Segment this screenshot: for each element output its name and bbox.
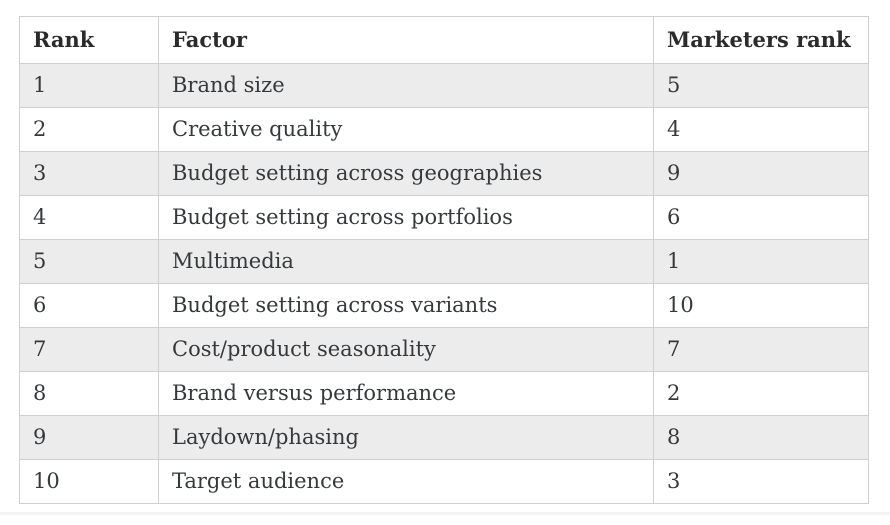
cell-marketers-rank: 6 — [653, 195, 869, 240]
table-header: Rank Factor Marketers rank — [19, 16, 869, 64]
factor-rank-table-container: Rank Factor Marketers rank 1 Brand size 5 2… — [19, 16, 869, 504]
cell-factor: Laydown/phasing — [158, 415, 654, 460]
header-row: Rank Factor Marketers rank — [19, 16, 869, 64]
cell-factor: Target audience — [158, 459, 654, 504]
cell-rank: 9 — [19, 415, 159, 460]
cell-factor: Brand versus performance — [158, 371, 654, 416]
cell-marketers-rank: 5 — [653, 63, 869, 108]
cell-rank: 4 — [19, 195, 159, 240]
table-row: 7 Cost/product seasonality 7 — [19, 327, 869, 372]
table-row: 1 Brand size 5 — [19, 63, 869, 108]
table-row: 3 Budget setting across geographies 9 — [19, 151, 869, 196]
cell-marketers-rank: 1 — [653, 239, 869, 284]
cell-factor: Creative quality — [158, 107, 654, 152]
cell-rank: 8 — [19, 371, 159, 416]
factor-rank-table: Rank Factor Marketers rank 1 Brand size 5 2… — [19, 16, 869, 504]
cell-marketers-rank: 2 — [653, 371, 869, 416]
cell-factor: Budget setting across portfolios — [158, 195, 654, 240]
cell-factor: Cost/product seasonality — [158, 327, 654, 372]
cell-rank: 3 — [19, 151, 159, 196]
cell-marketers-rank: 9 — [653, 151, 869, 196]
table-row: 9 Laydown/phasing 8 — [19, 415, 869, 460]
cell-marketers-rank: 4 — [653, 107, 869, 152]
cell-factor: Multimedia — [158, 239, 654, 284]
table-row: 4 Budget setting across portfolios 6 — [19, 195, 869, 240]
cell-rank: 10 — [19, 459, 159, 504]
table-row: 6 Budget setting across variants 10 — [19, 283, 869, 328]
table-row: 8 Brand versus performance 2 — [19, 371, 869, 416]
header-factor: Factor — [158, 16, 654, 64]
cell-factor: Budget setting across variants — [158, 283, 654, 328]
cell-marketers-rank: 3 — [653, 459, 869, 504]
header-marketers-rank: Marketers rank — [653, 16, 869, 64]
cell-rank: 1 — [19, 63, 159, 108]
page-bottom-divider — [0, 512, 890, 515]
cell-rank: 5 — [19, 239, 159, 284]
table-row: 10 Target audience 3 — [19, 459, 869, 504]
table-row: 2 Creative quality 4 — [19, 107, 869, 152]
cell-marketers-rank: 10 — [653, 283, 869, 328]
header-rank: Rank — [19, 16, 159, 64]
cell-marketers-rank: 8 — [653, 415, 869, 460]
cell-marketers-rank: 7 — [653, 327, 869, 372]
cell-rank: 2 — [19, 107, 159, 152]
cell-rank: 6 — [19, 283, 159, 328]
table-row: 5 Multimedia 1 — [19, 239, 869, 284]
cell-factor: Budget setting across geographies — [158, 151, 654, 196]
cell-factor: Brand size — [158, 63, 654, 108]
cell-rank: 7 — [19, 327, 159, 372]
table-body: 1 Brand size 5 2 Creative quality 4 3 Budget se… — [19, 63, 869, 504]
